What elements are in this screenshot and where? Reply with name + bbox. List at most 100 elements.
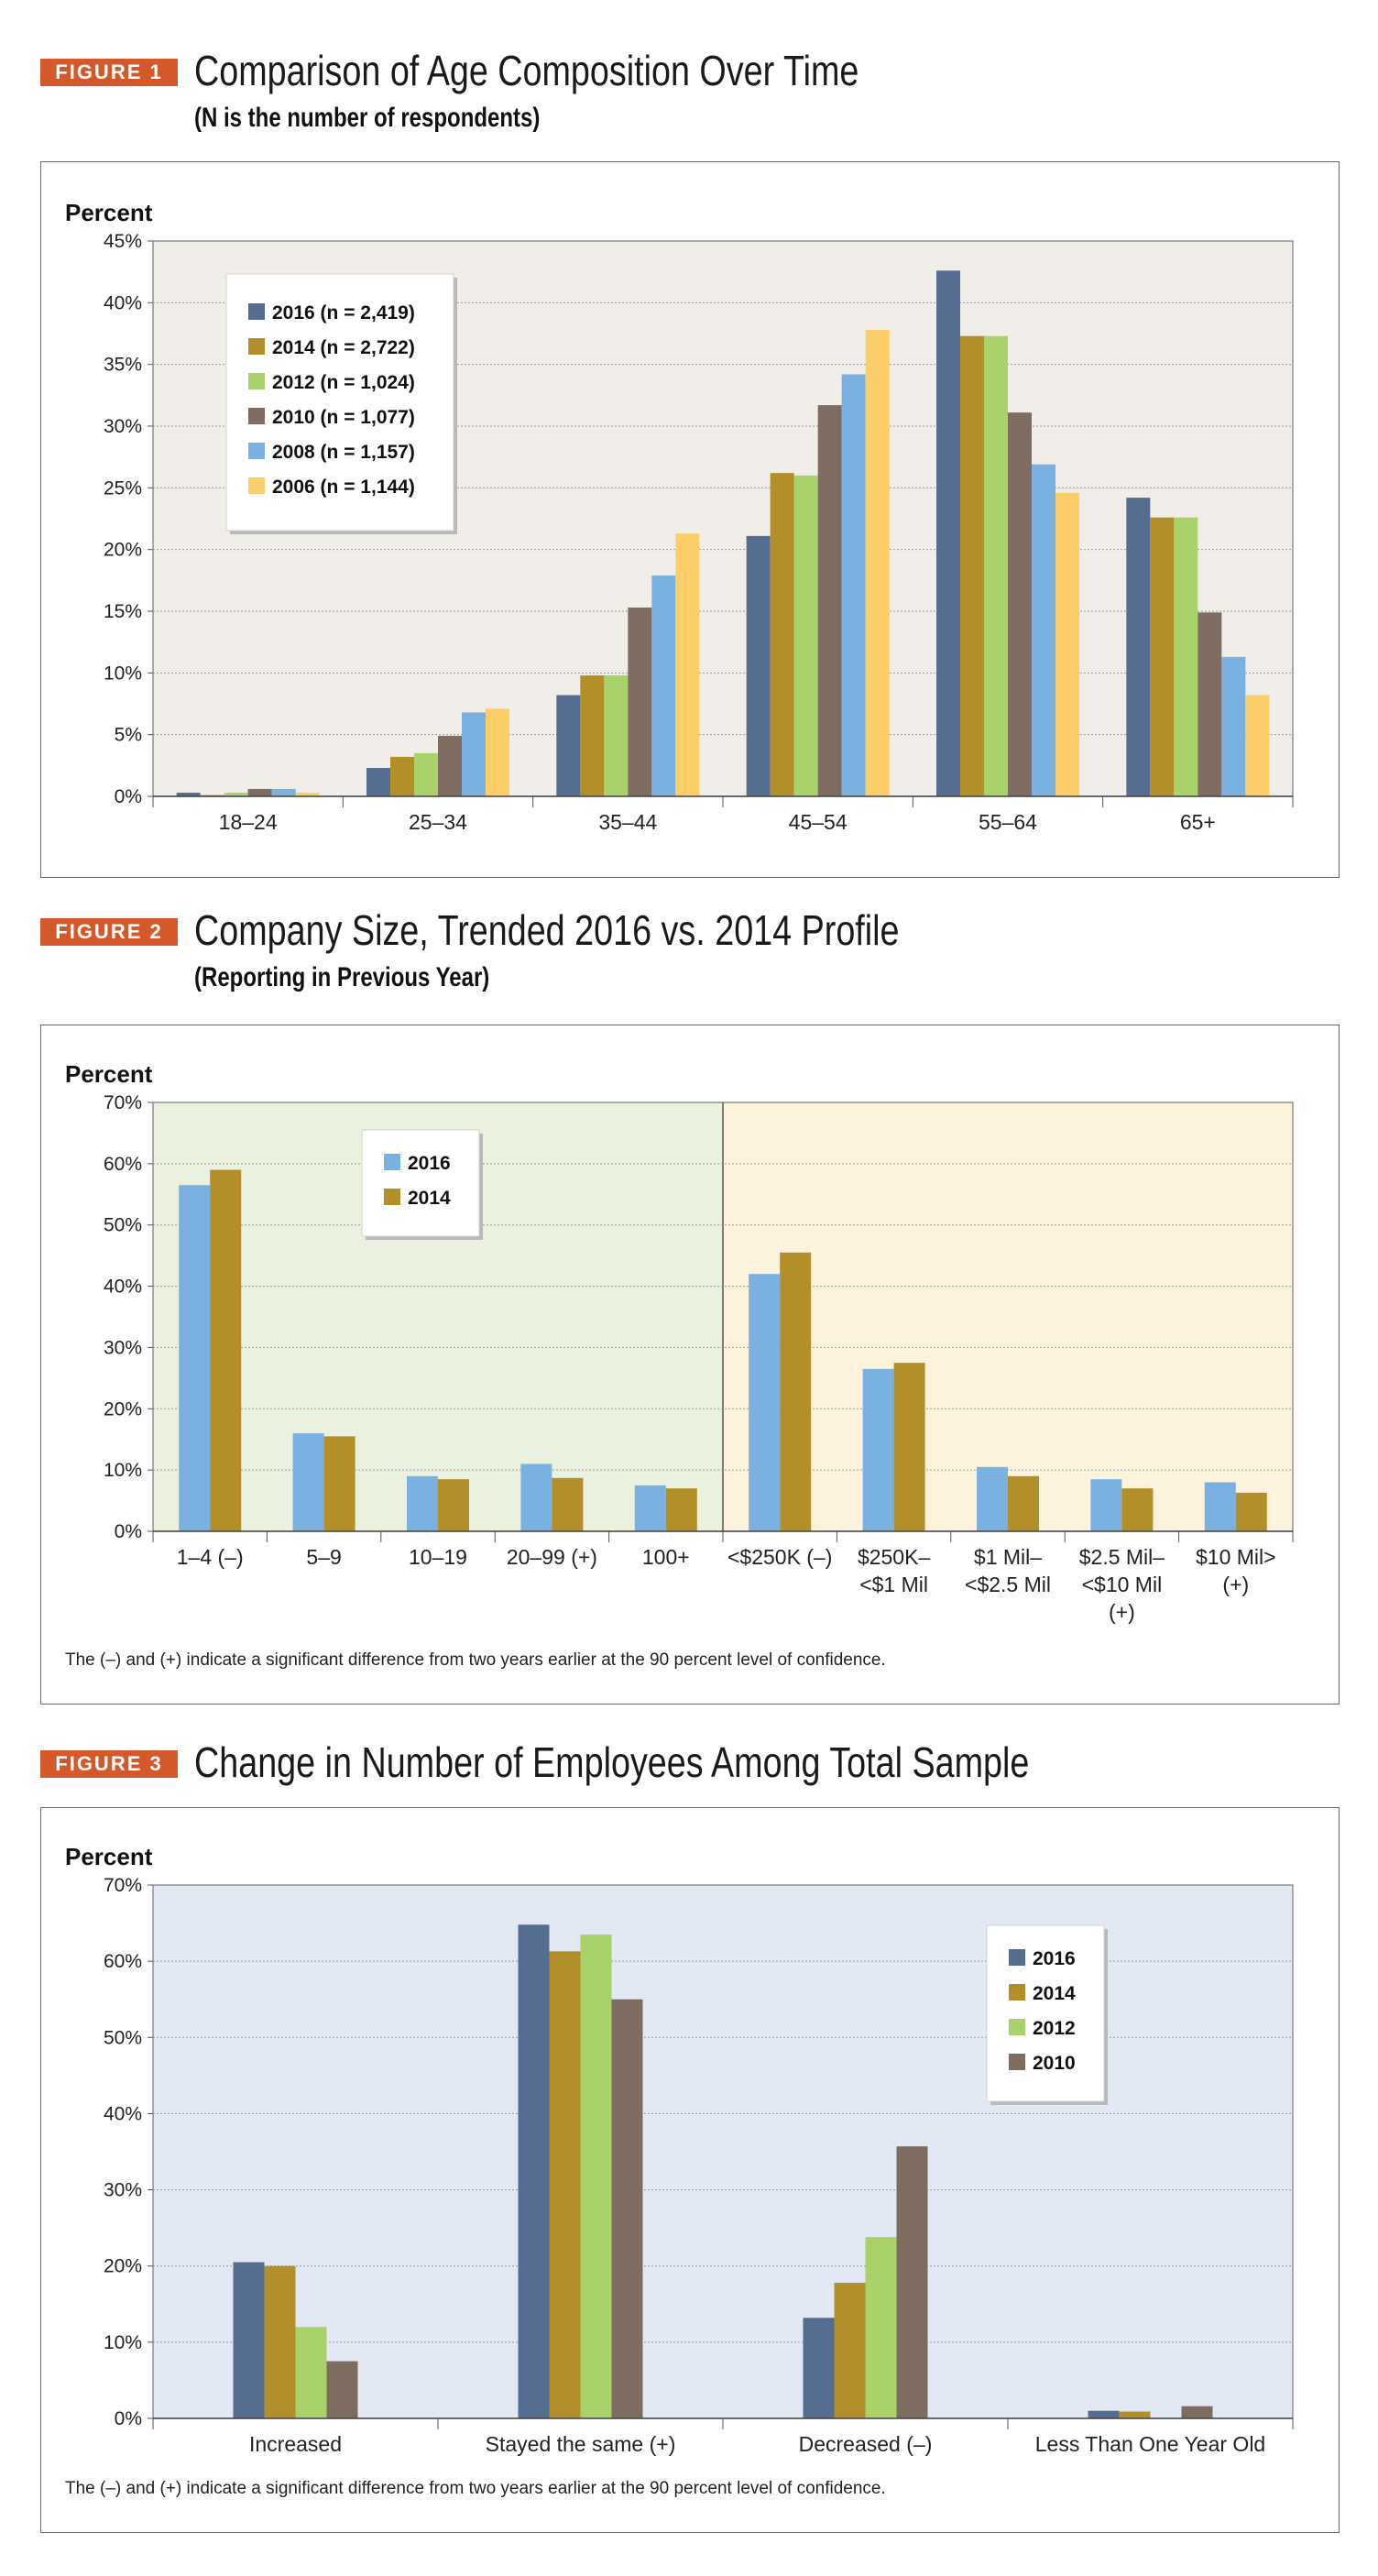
y-tick-label: 70% [104,1092,142,1113]
legend-swatch [1009,1984,1025,2001]
x-tick-label: 35–44 [598,810,657,834]
bar-2014-4 [960,335,984,796]
x-tick-label: Increased [249,2432,342,2456]
y-tick-label: 50% [104,2027,142,2048]
x-tick-label: 45–54 [789,810,848,834]
x-tick-label: $10 Mil> (+) [1196,1545,1276,1596]
y-tick-label: 60% [104,1154,142,1175]
bar-2014-1 [390,756,414,796]
x-tick-label: Less Than One Year Old [1035,2432,1265,2456]
y-tick-label: 50% [104,1215,142,1236]
bar-2010-2 [628,607,652,796]
figure-3-panel: 0% 10% 20% 30% 40% 50% 60% 70% Percent Increased S… [40,1807,1340,2533]
bar-2016-0 [233,2262,265,2418]
figure-2-subtitle: (Reporting in Previous Year) [194,962,490,992]
y-tick-label: 60% [104,1951,142,1972]
bar-2012-4 [984,335,1008,796]
y-tick-label: 40% [104,1277,142,1298]
figure-1-panel: 0% 5% 10% 15% 20% 25% 30% 35% 40% 45% Percent 18–24… [40,161,1340,878]
bar-2010-0 [326,2361,358,2418]
bar-2010-3 [817,405,842,796]
legend-swatch [384,1189,400,1205]
bar-2012-3 [793,475,818,796]
y-tick-label: 30% [104,416,142,437]
bar-2016-5 [1126,498,1151,796]
bar-2012-0 [224,792,248,796]
y-tick-label: 10% [104,1460,142,1481]
legend-swatch [248,338,265,355]
y-tick-label: 25% [104,477,142,499]
bar-2012-2 [865,2237,897,2418]
legend-label: 2016 [408,1153,451,1174]
x-tick-label: 55–64 [979,810,1037,834]
x-tick-label: 5–9 [306,1545,341,1569]
legend-box [986,1924,1105,2102]
bar-2014-8 [1121,1488,1154,1531]
y-tick-label: 0% [115,2408,142,2429]
x-tick-label: 25–34 [409,810,467,834]
bar-2008-1 [462,712,486,796]
bar-2016-7 [977,1466,1008,1531]
legend-swatch [248,303,265,320]
legend-label: 2016 [1033,1948,1076,1969]
bar-2014-6 [893,1363,925,1531]
y-tick-label: 5% [115,725,142,746]
bar-2010-0 [247,788,272,796]
y-axis-title: Percent [65,1060,153,1088]
bar-2008-4 [1032,464,1055,796]
bar-2014-0 [210,1169,242,1531]
legend-swatch [248,443,265,459]
bar-2012-1 [414,752,438,796]
bar-2014-1 [323,1436,355,1531]
x-tick-label: 65+ [1180,810,1216,834]
bar-2012-0 [295,2327,327,2418]
legend-label: 2008 (n = 1,157) [272,442,415,463]
bar-2008-5 [1221,656,1246,796]
bar-2010-1 [438,736,462,796]
bar-2008-3 [841,374,866,796]
figure-1-chart: 0% 5% 10% 15% 20% 25% 30% 35% 40% 45% Percent 18–24… [65,199,1294,834]
bar-2014-0 [264,2265,296,2418]
bar-2014-5 [1150,517,1175,796]
y-tick-label: 35% [104,355,142,376]
bar-2014-4 [665,1488,697,1531]
bar-2014-5 [780,1252,812,1531]
bar-2014-2 [834,2283,866,2418]
figure-3-tag: FIGURE 3 [40,1750,178,1778]
bar-2012-2 [604,675,629,796]
bar-2016-1 [518,1924,550,2418]
bar-2014-3 [770,473,794,796]
legend-label: 2010 (n = 1,077) [272,407,415,428]
y-tick-label: 30% [104,1337,142,1358]
bar-2016-3 [746,535,771,796]
figure-2-note: The (–) and (+) indicate a significant d… [65,1650,886,1670]
legend-label: 2006 (n = 1,144) [272,477,415,498]
x-tick-label: Decreased (–) [799,2432,933,2456]
bar-2016-3 [1088,2410,1120,2418]
bar-2006-0 [295,792,320,796]
bar-2016-4 [936,270,960,796]
plot-region-right [723,1102,1293,1531]
bar-2008-2 [651,575,676,796]
bar-2008-0 [271,788,296,796]
y-tick-label: 20% [104,1398,142,1420]
x-tick-label: <$250K (–) [727,1545,832,1569]
y-tick-label: 40% [104,2103,142,2124]
bar-2014-2 [580,675,605,796]
legend-label: 2016 (n = 2,419) [272,302,415,323]
legend-swatch [1009,2019,1025,2035]
legend-swatch [248,373,265,389]
figure-1-subtitle: (N is the number of respondents) [194,103,541,133]
bar-2006-2 [675,533,700,796]
figure-3-title: Change in Number of Employees Among Tota… [194,1738,1030,1786]
bar-2010-2 [896,2146,928,2418]
bar-2014-2 [438,1479,469,1531]
bar-2016-0 [179,1185,211,1531]
y-tick-label: 0% [115,786,142,807]
bar-2016-9 [1204,1482,1236,1531]
x-tick-label: 20–99 (+) [507,1545,597,1569]
bar-2010-3 [1181,2406,1213,2418]
legend-label: 2010 [1033,2053,1076,2074]
legend-label: 2014 (n = 2,722) [272,337,415,358]
bar-2006-5 [1245,695,1270,796]
